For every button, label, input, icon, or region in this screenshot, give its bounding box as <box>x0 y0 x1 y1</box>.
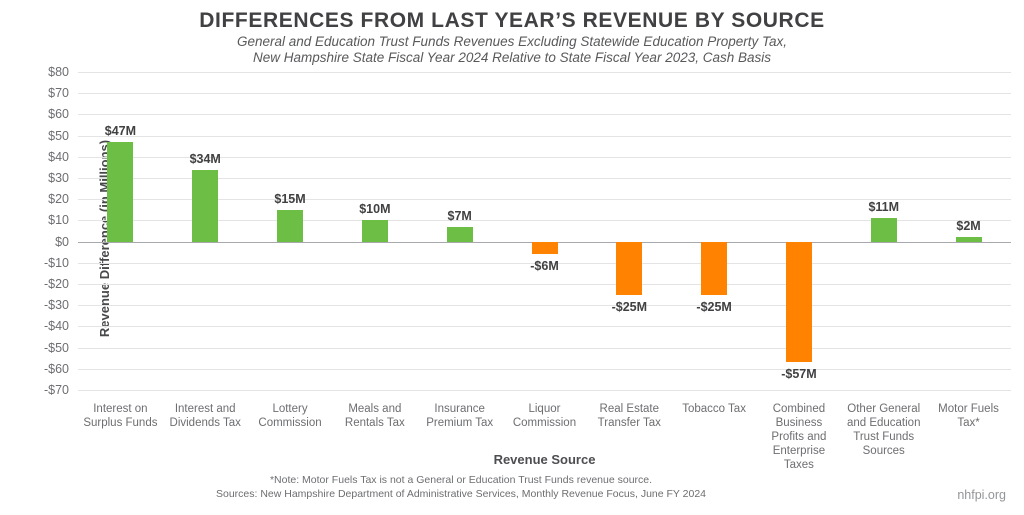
gridline <box>78 284 1011 285</box>
x-category-label-10: Other General and Education Trust Funds … <box>846 403 921 458</box>
chart-subtitle-line1: General and Education Trust Funds Revenu… <box>236 34 788 49</box>
y-tick-label: -$20 <box>43 277 69 291</box>
gridline <box>78 390 1011 391</box>
x-category-label-6: Liquor Commission <box>512 403 577 430</box>
footnotes: *Note: Motor Fuels Tax is not a General … <box>0 473 922 501</box>
x-category-label-2: Interest and Dividends Tax <box>169 403 241 430</box>
gridline <box>78 368 1011 370</box>
bar-value-label: $34M <box>189 151 221 166</box>
footnote-sources: Sources: New Hampshire Department of Adm… <box>215 488 707 501</box>
y-tick-label: $70 <box>48 86 69 101</box>
bar-10 <box>870 218 897 242</box>
x-category-label-7: Real Estate Transfer Tax <box>597 403 661 430</box>
x-category-label-9: Combined Business Profits and Enterprise… <box>771 403 827 472</box>
y-tick-label: $50 <box>48 128 69 143</box>
y-tick-label: -$50 <box>43 340 69 355</box>
y-tick-label: -$60 <box>43 361 69 376</box>
gridline <box>78 220 1011 222</box>
bar-value-label: -$6M <box>530 259 559 274</box>
x-axis-category-labels: Interest on Surplus Funds Interest and Di… <box>78 402 1011 472</box>
bar-11 <box>955 237 982 242</box>
gridline <box>78 114 1011 116</box>
gridline <box>78 305 1011 307</box>
x-category-label-3: Lottery Commission <box>258 403 322 430</box>
y-tick-label: $60 <box>48 107 69 122</box>
bar-value-label: $47M <box>104 123 137 138</box>
y-tick-label: $80 <box>48 65 69 79</box>
y-tick-label: $30 <box>48 171 69 185</box>
gridline <box>78 178 1011 179</box>
x-category-label-1: Interest on Surplus Funds <box>83 403 158 430</box>
footnote-note: *Note: Motor Fuels Tax is not a General … <box>269 474 653 486</box>
chart-subtitle-line2: New Hampshire State Fiscal Year 2024 Rel… <box>252 50 772 65</box>
y-tick-label: $40 <box>48 149 69 164</box>
x-category-label-4: Meals and Rentals Tax <box>344 403 405 430</box>
bar-8 <box>701 241 728 295</box>
y-tick-label: $20 <box>48 192 69 207</box>
chart-title: DIFFERENCES FROM LAST YEAR’S REVENUE BY … <box>199 9 825 32</box>
bar-value-label: $10M <box>359 202 391 217</box>
gridline <box>78 72 1011 73</box>
bar-value-label: $11M <box>868 200 900 215</box>
bar-5 <box>446 226 473 242</box>
bar-value-label: $7M <box>447 208 472 223</box>
bar-1 <box>107 141 134 242</box>
x-axis-title: Revenue Source <box>493 452 596 467</box>
y-tick-label: -$40 <box>43 319 69 334</box>
gridline <box>78 262 1011 264</box>
y-tick-label: $0 <box>55 234 69 249</box>
gridline <box>78 326 1011 328</box>
bar-value-label: -$57M <box>781 367 817 382</box>
y-tick-label: -$70 <box>43 383 69 397</box>
x-category-label-8: Tobacco Tax <box>682 403 746 415</box>
bar-9 <box>785 241 812 363</box>
y-tick-label: $10 <box>48 213 69 228</box>
site-attribution: nhfpi.org <box>957 488 1006 502</box>
gridline <box>78 347 1011 349</box>
gridline <box>78 199 1011 201</box>
bar-7 <box>616 241 643 295</box>
bar-value-label: -$25M <box>611 299 648 314</box>
bar-6 <box>531 241 558 255</box>
x-category-label-5: Insurance Premium Tax <box>426 403 494 430</box>
x-category-label-11: Motor Fuels Tax* <box>938 403 999 430</box>
plot-area: $80 $70 $60 $50 $40 $30 $20 $10 $0 -$10 -$20 -$30 -$… <box>44 65 1011 397</box>
bar-4 <box>361 220 388 242</box>
y-tick-label: -$30 <box>43 298 69 313</box>
bar-3 <box>277 209 304 242</box>
gridline <box>78 135 1011 137</box>
bar-value-label: $15M <box>274 191 306 206</box>
bar-2 <box>192 169 219 242</box>
gridline <box>78 93 1011 95</box>
bar-value-label: $2M <box>956 219 981 234</box>
bar-value-label: -$25M <box>696 299 732 314</box>
gridline <box>78 156 1011 158</box>
y-tick-label: -$10 <box>43 255 69 270</box>
